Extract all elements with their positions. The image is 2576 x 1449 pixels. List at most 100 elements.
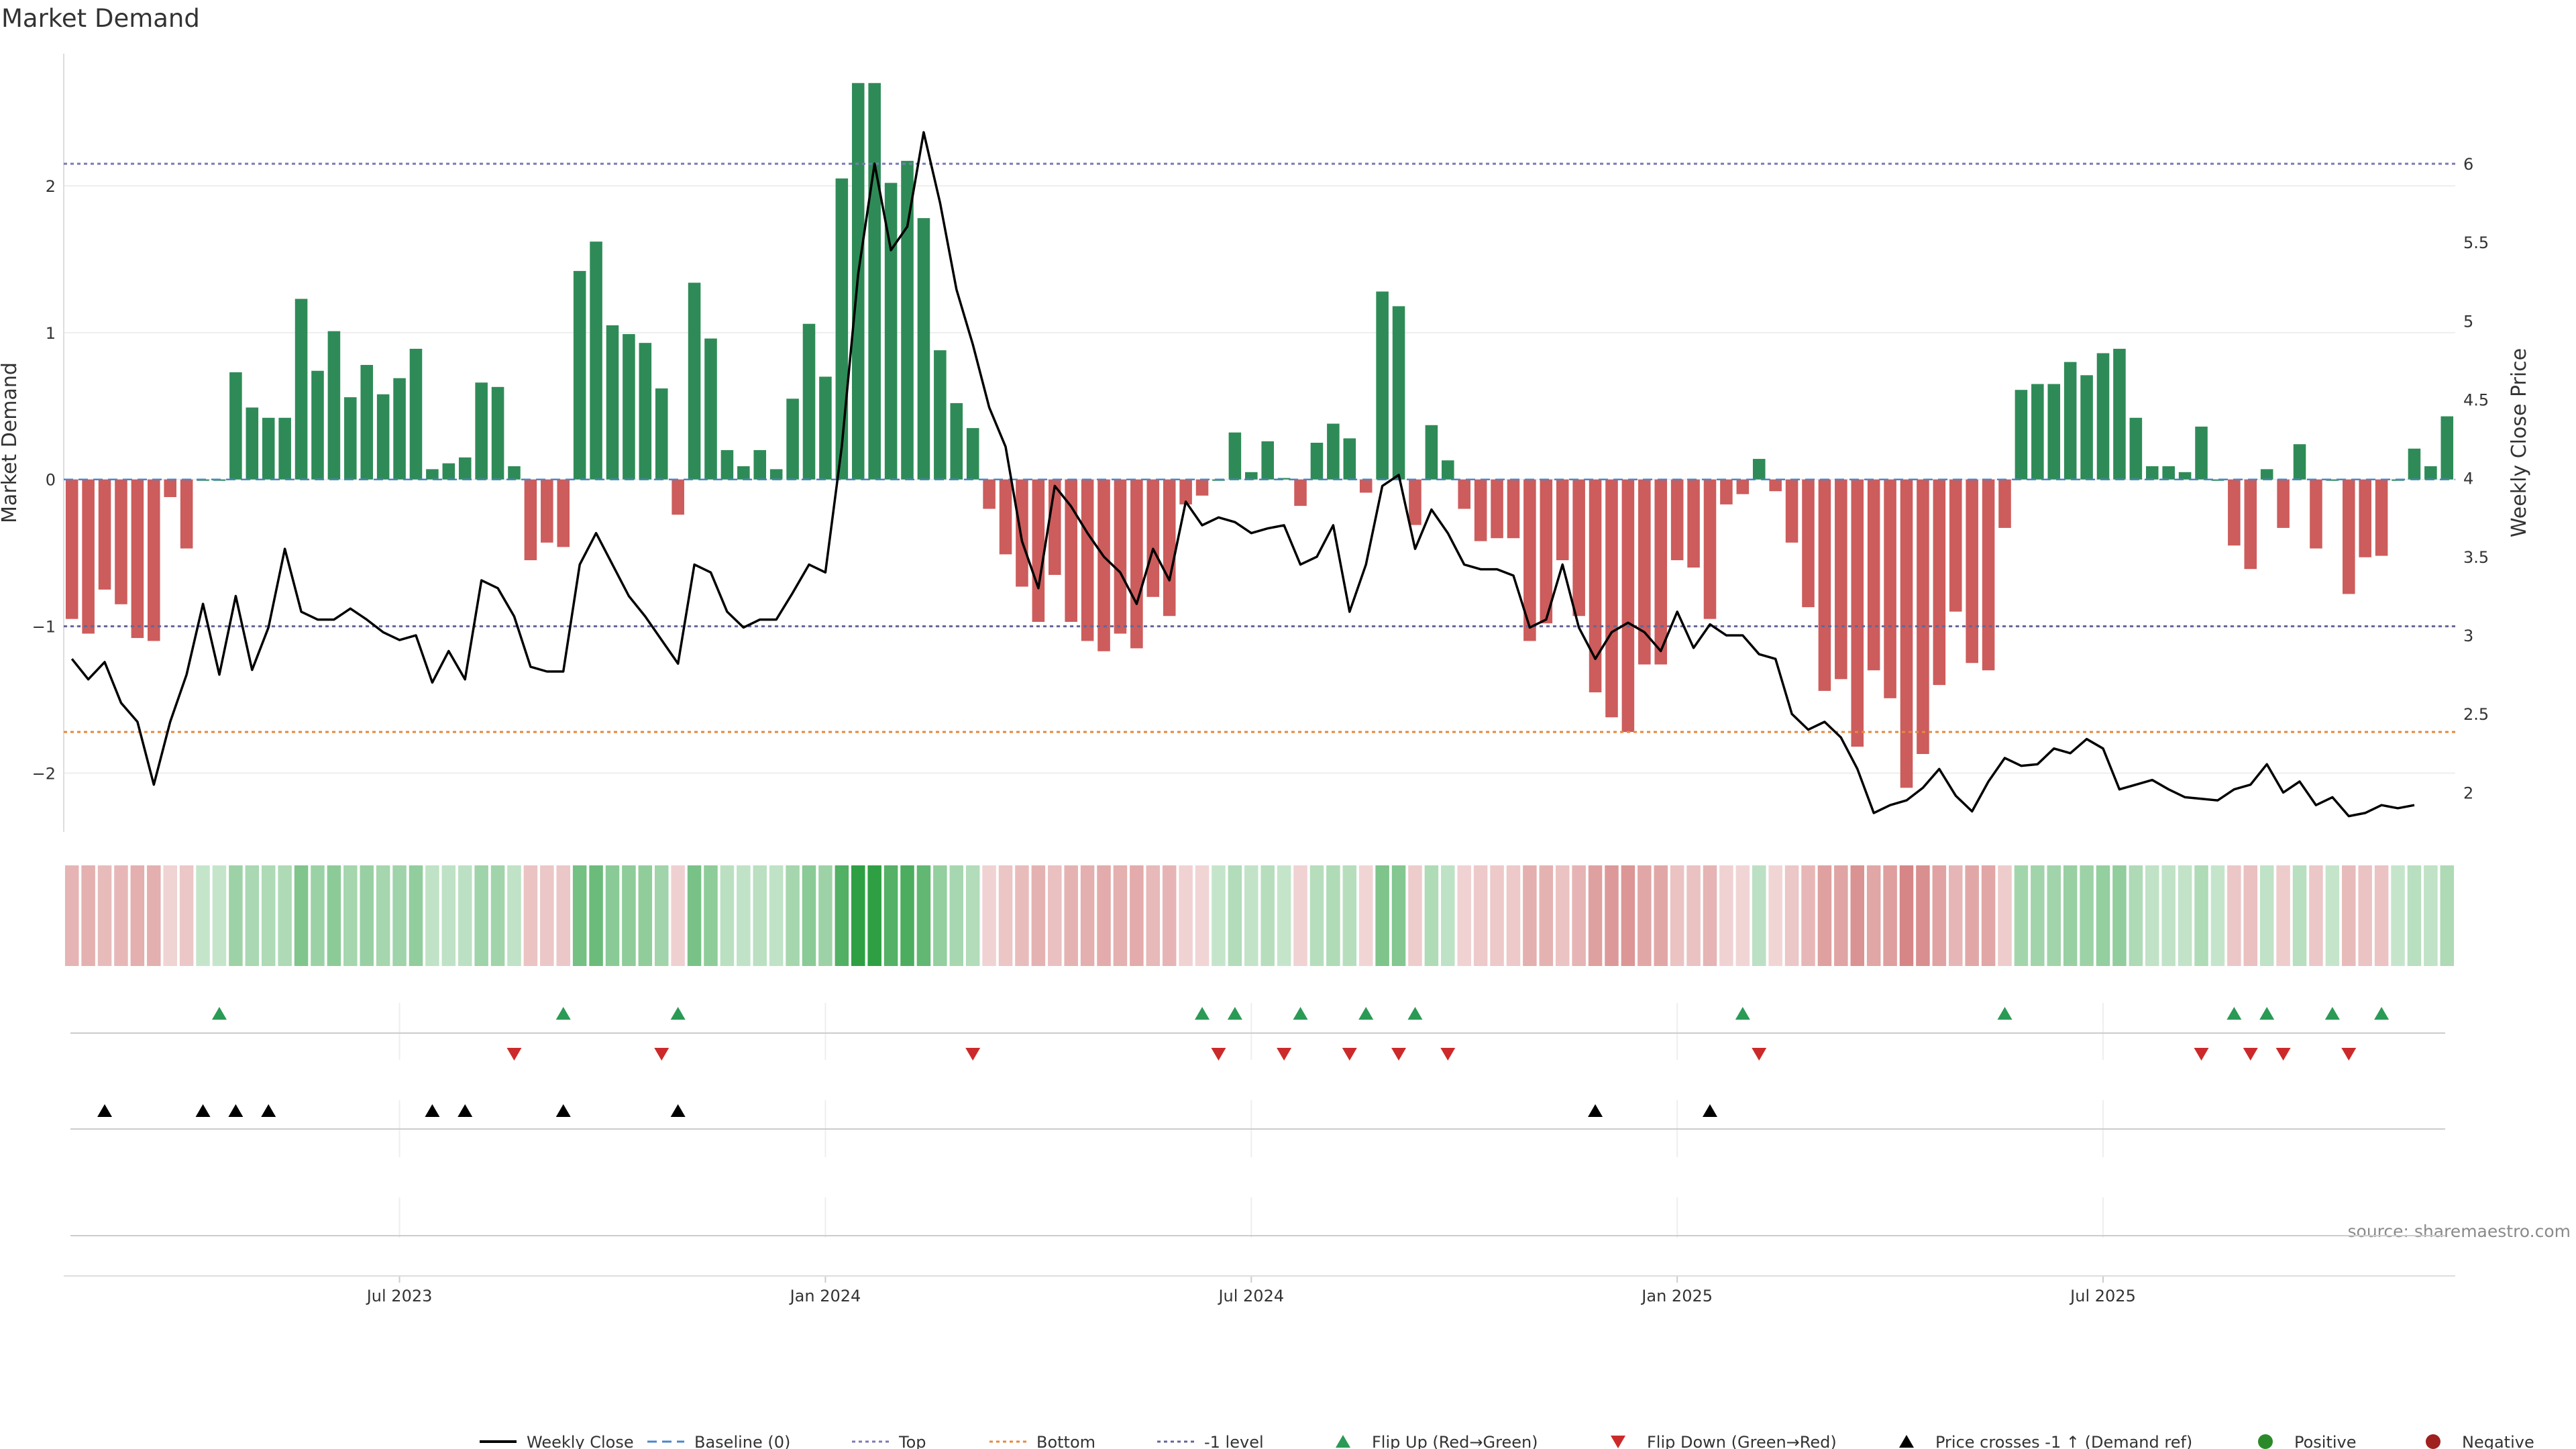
demand-bar [1998, 479, 2011, 528]
legend-swatch [2426, 1434, 2440, 1449]
heatmap-cell [311, 865, 325, 966]
demand-bar [2359, 479, 2371, 557]
price-cross-marker [458, 1104, 473, 1117]
heatmap-cell [1588, 865, 1603, 966]
heatmap-cell [949, 865, 964, 966]
demand-bar [917, 218, 930, 480]
demand-bar [311, 370, 324, 480]
demand-bar [1966, 479, 1978, 663]
demand-bar [1835, 479, 1847, 680]
heatmap-cell [1866, 865, 1881, 966]
legend: Weekly Close Baseline (0) Top Bottom -1 leve… [480, 1433, 2534, 1449]
heatmap-cell [1326, 865, 1340, 966]
demand-bar [458, 457, 472, 480]
demand-bar [246, 407, 259, 480]
flip-up-marker [1997, 1007, 2012, 1020]
demand-bar [1392, 306, 1405, 480]
heatmap-cell [2080, 865, 2094, 966]
demand-bar [1884, 479, 1896, 698]
demand-bar [1507, 479, 1520, 539]
heatmap-cell [1260, 865, 1275, 966]
legend-item: Flip Up (Red→Green) [1336, 1433, 1538, 1449]
y-tick-label: 1 [46, 324, 56, 343]
demand-bar [426, 469, 439, 480]
heatmap-cell [1146, 865, 1161, 966]
heatmap-cell [1621, 865, 1635, 966]
heatmap-cell [392, 865, 407, 966]
demand-bar [1917, 479, 1929, 754]
heatmap-cell [245, 865, 260, 966]
event-marker-rows [64, 1003, 2455, 1277]
legend-label: Weekly Close [527, 1433, 634, 1449]
heatmap-cell [720, 865, 735, 966]
demand-bar [344, 397, 357, 480]
heatmap-cell [2096, 865, 2110, 966]
demand-bar [1163, 479, 1176, 616]
heatmap-cell [2047, 865, 2061, 966]
demand-bar [65, 479, 78, 619]
demand-bar [2195, 426, 2208, 480]
flip-down-marker [654, 1048, 669, 1061]
demand-bar [639, 343, 652, 480]
demand-bar [2424, 466, 2437, 480]
heatmap-cell [1555, 865, 1570, 966]
legend-item: Weekly Close [480, 1433, 634, 1449]
heatmap-cell [1277, 865, 1291, 966]
heatmap-cell [2227, 865, 2241, 966]
heatmap-cell [130, 865, 145, 966]
heatmap-cell [147, 865, 161, 966]
demand-bar [1261, 441, 1274, 480]
heatmap-cell [2440, 865, 2455, 966]
demand-bar [229, 372, 242, 480]
demand-bar [868, 83, 881, 480]
heatmap-cell [229, 865, 243, 966]
demand-bar [1752, 459, 1766, 480]
source-note: source: sharemaestro.com [2348, 1222, 2571, 1241]
demand-bar [2408, 448, 2421, 480]
weekly-close-series [70, 131, 2415, 818]
demand-bar [1310, 443, 1324, 480]
demand-bar [2129, 417, 2143, 480]
heatmap-cell [998, 865, 1013, 966]
demand-bar [2145, 466, 2159, 480]
demand-bar [1982, 479, 1995, 671]
heatmap-cell [343, 865, 358, 966]
heatmap-cell [1441, 865, 1455, 966]
demand-heatmap-strip [64, 865, 2455, 966]
heatmap-cell [360, 865, 374, 966]
demand-bar [148, 479, 160, 641]
heatmap-cell [1473, 865, 1488, 966]
demand-bar [1228, 432, 1242, 480]
heatmap-cell [851, 865, 865, 966]
flip-up-marker [211, 1007, 227, 1020]
heatmap-cell [1981, 865, 1996, 966]
demand-bar [884, 182, 898, 480]
demand-bar [2162, 466, 2175, 480]
y2-tick-label: 4 [2463, 470, 2473, 488]
heatmap-cell [1801, 865, 1815, 966]
demand-bar [1442, 460, 1454, 480]
demand-bar [2113, 348, 2126, 480]
heatmap-cell [883, 865, 898, 966]
demand-bar [1474, 479, 1487, 541]
demand-bar [1556, 479, 1569, 561]
price-cross-marker [555, 1104, 571, 1117]
demand-bar [1572, 479, 1585, 616]
heatmap-cell [2407, 865, 2422, 966]
demand-bar [98, 479, 111, 590]
y2-tick-label: 6 [2463, 155, 2473, 174]
demand-bar [983, 479, 996, 509]
demand-bar [294, 299, 308, 480]
heatmap-cell [1932, 865, 1947, 966]
y2-tick-label: 3 [2463, 627, 2473, 645]
heatmap-cell [1638, 865, 1652, 966]
heatmap-cell [1768, 865, 1782, 966]
heatmap-cell [81, 865, 95, 966]
demand-bar [655, 388, 668, 480]
demand-bar [1048, 479, 1061, 575]
demand-bar [1425, 425, 1438, 480]
flip-down-marker [2194, 1048, 2209, 1061]
demand-bar [1589, 479, 1602, 693]
heatmap-cell [409, 865, 423, 966]
demand-bar [1523, 479, 1536, 641]
